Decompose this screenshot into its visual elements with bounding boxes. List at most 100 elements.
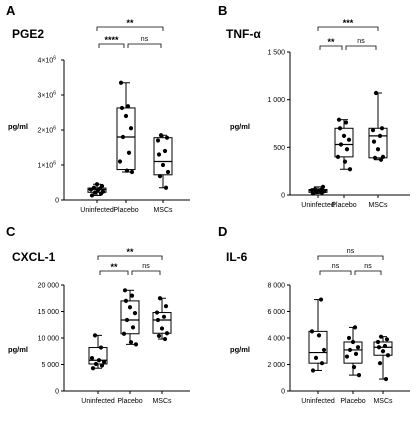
data-point xyxy=(119,105,125,111)
data-point xyxy=(342,159,348,164)
data-point xyxy=(385,353,391,358)
data-point xyxy=(338,142,344,147)
data-point xyxy=(164,135,170,140)
significance-bracket xyxy=(354,270,382,275)
data-point xyxy=(320,184,326,189)
data-point xyxy=(165,169,171,175)
data-point xyxy=(91,185,97,190)
data-point xyxy=(380,154,386,159)
data-point xyxy=(371,139,377,144)
data-point xyxy=(156,333,162,338)
y-tick-label: 0 xyxy=(281,389,285,396)
panel-title: TNF-α xyxy=(226,27,261,41)
data-point xyxy=(124,317,130,323)
significance-bracket xyxy=(96,26,164,31)
data-point xyxy=(344,354,350,359)
significance-label: ns xyxy=(357,38,365,45)
data-point xyxy=(377,133,383,138)
data-point xyxy=(352,325,358,330)
panel-a: A PGE2 pg/ml 0 1×106 2×106 3×106 4×106 Uninfe… xyxy=(6,3,190,214)
data-point xyxy=(157,174,163,179)
data-point xyxy=(377,361,383,366)
significance-label: ns xyxy=(141,36,149,43)
significance-bracket xyxy=(98,43,125,48)
box xyxy=(308,330,328,364)
plot-area: 0 5 000 10 000 15 000 20 000 Uninfected Placeb… xyxy=(38,247,190,405)
box xyxy=(368,127,388,159)
panel-title: CXCL-1 xyxy=(12,250,56,264)
data-point xyxy=(164,331,170,336)
significance-label: ** xyxy=(327,37,335,47)
data-point xyxy=(126,150,132,155)
data-point xyxy=(356,373,362,378)
data-point xyxy=(90,366,96,371)
x-tick-label: MSCs xyxy=(152,398,172,405)
y-tick-label: 2 000 xyxy=(267,362,285,369)
significance-bracket xyxy=(319,45,343,50)
data-point xyxy=(130,325,136,330)
x-tick-label: Placebo xyxy=(331,202,356,209)
data-point xyxy=(380,349,386,354)
data-point xyxy=(125,104,131,109)
x-tick-label: Uninfected xyxy=(81,398,115,405)
x-tick-label: Uninfected xyxy=(301,398,335,405)
panel-title: PGE2 xyxy=(12,27,44,41)
significance-label: ns xyxy=(332,263,340,270)
data-point xyxy=(313,355,319,360)
data-point xyxy=(99,363,105,368)
data-point xyxy=(321,347,327,353)
data-point xyxy=(350,339,356,345)
data-point xyxy=(99,183,105,189)
data-point xyxy=(383,376,389,382)
y-tick-label: 0 xyxy=(281,193,285,200)
significance-bracket xyxy=(99,270,129,275)
data-point xyxy=(341,133,347,138)
data-point xyxy=(370,128,376,133)
y-tick-label: 1 000 xyxy=(267,97,285,104)
data-point xyxy=(122,288,128,293)
significance-label: ns xyxy=(347,248,355,255)
data-point xyxy=(121,331,127,336)
data-point xyxy=(100,189,106,194)
x-tick-label: MSCs xyxy=(368,202,388,209)
x-tick-label: Placebo xyxy=(117,398,142,405)
data-point xyxy=(92,190,98,195)
data-point xyxy=(318,297,324,302)
data-point xyxy=(96,358,102,363)
box xyxy=(334,127,354,158)
data-point xyxy=(378,334,384,339)
data-point xyxy=(161,314,167,319)
data-point xyxy=(346,335,352,341)
y-tick-label: 4 000 xyxy=(267,336,285,343)
data-point xyxy=(347,347,353,353)
data-point xyxy=(375,147,381,152)
data-point xyxy=(162,336,168,342)
data-point xyxy=(128,126,134,131)
plot-area: 0 2 000 4 000 6 000 8 000 Uninfected Placebo MS… xyxy=(267,248,410,405)
data-point xyxy=(133,342,139,347)
box xyxy=(153,137,173,176)
data-point xyxy=(335,154,341,159)
data-point xyxy=(89,193,95,198)
significance-label: ns xyxy=(364,263,372,270)
y-tick-label: 5 000 xyxy=(41,362,59,369)
data-point xyxy=(347,167,353,172)
data-point xyxy=(353,351,359,356)
data-point xyxy=(127,305,133,310)
data-point xyxy=(316,333,322,338)
data-point xyxy=(163,304,169,309)
y-tick-label: 0 xyxy=(55,198,59,205)
y-tick-label: 500 xyxy=(273,145,285,152)
data-point xyxy=(375,339,381,345)
panel-letter: A xyxy=(6,3,16,18)
data-point xyxy=(94,182,100,187)
x-tick-label: MSCs xyxy=(373,398,393,405)
panel-c: C CXCL-1 pg/ml 0 5 000 10 000 15 000 20 000 U… xyxy=(6,224,190,405)
data-point xyxy=(98,345,104,350)
data-point xyxy=(129,293,135,298)
box xyxy=(343,341,363,364)
data-point xyxy=(344,147,350,152)
data-point xyxy=(159,326,165,331)
y-tick-label: 2×106 xyxy=(37,126,56,135)
